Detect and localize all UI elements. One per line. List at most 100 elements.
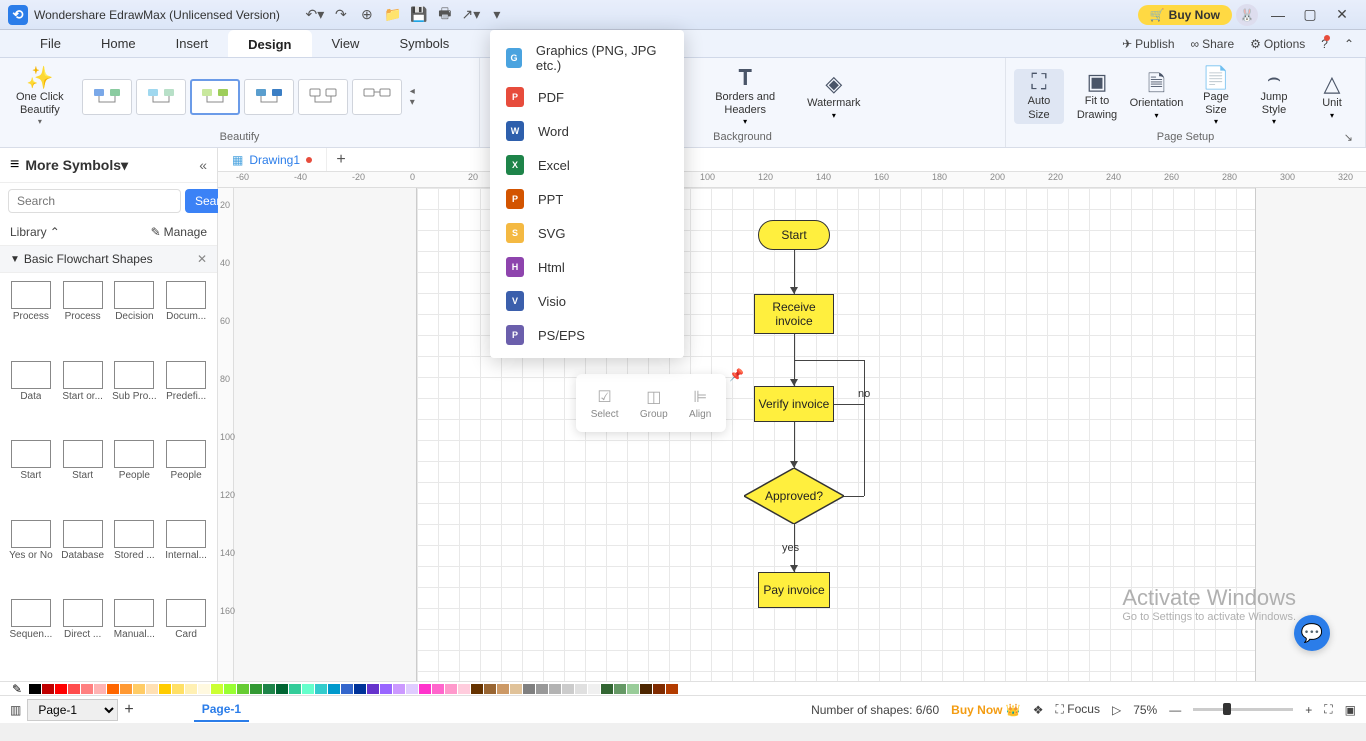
orientation-button[interactable]: 🗎 Orientation▾: [1130, 71, 1183, 121]
shape-people[interactable]: People: [110, 440, 160, 514]
canvas[interactable]: 20406080100120140160 StartReceive invoic…: [218, 188, 1366, 681]
align-tool-button[interactable]: ⊫Align: [689, 387, 711, 420]
open-button[interactable]: 📁: [382, 4, 404, 26]
export-button[interactable]: ↗▾: [460, 4, 482, 26]
group-tool-button[interactable]: ◫Group: [640, 387, 668, 420]
page-setup-launcher[interactable]: ↘: [1344, 131, 1353, 144]
shape-manual[interactable]: Manual...: [110, 599, 160, 673]
shape-docum[interactable]: Docum...: [161, 281, 211, 355]
borders-headers-button[interactable]: 𝐓 Borders and Headers▾: [707, 65, 783, 128]
pin-icon[interactable]: 📌: [729, 368, 744, 382]
export-item-html[interactable]: HHtml: [490, 250, 684, 284]
page-select[interactable]: Page-1: [27, 699, 118, 721]
page-tab[interactable]: Page-1: [194, 698, 249, 722]
avatar-icon[interactable]: 🐰: [1236, 4, 1258, 26]
presentation-button[interactable]: ▷: [1112, 703, 1121, 717]
flowchart-node-verify[interactable]: Verify invoice: [754, 386, 834, 422]
theme-6-button[interactable]: [352, 79, 402, 115]
options-button[interactable]: ⚙ Options: [1250, 37, 1305, 51]
color-swatch[interactable]: [120, 684, 132, 694]
color-swatch[interactable]: [289, 684, 301, 694]
color-swatch[interactable]: [302, 684, 314, 694]
export-item-excel[interactable]: XExcel: [490, 148, 684, 182]
flowchart-node-start[interactable]: Start: [758, 220, 830, 250]
color-swatch[interactable]: [588, 684, 600, 694]
color-swatch[interactable]: [653, 684, 665, 694]
color-swatch[interactable]: [458, 684, 470, 694]
shape-predefi[interactable]: Predefi...: [161, 361, 211, 435]
color-swatch[interactable]: [55, 684, 67, 694]
color-swatch[interactable]: [614, 684, 626, 694]
library-link[interactable]: Library ⌃: [10, 225, 60, 239]
menu-symbols[interactable]: Symbols: [379, 30, 469, 57]
color-swatch[interactable]: [497, 684, 509, 694]
more-symbols-title[interactable]: More Symbols▾: [25, 157, 199, 174]
color-swatch[interactable]: [198, 684, 210, 694]
color-swatch[interactable]: [224, 684, 236, 694]
export-item-ppt[interactable]: PPPT: [490, 182, 684, 216]
color-swatch[interactable]: [471, 684, 483, 694]
flowchart-node-receive[interactable]: Receive invoice: [754, 294, 834, 334]
shape-sequen[interactable]: Sequen...: [6, 599, 56, 673]
shape-start[interactable]: Start: [6, 440, 56, 514]
shape-start[interactable]: Start: [58, 440, 108, 514]
color-swatch[interactable]: [159, 684, 171, 694]
color-swatch[interactable]: [133, 684, 145, 694]
menu-home[interactable]: Home: [81, 30, 156, 57]
export-item-word[interactable]: WWord: [490, 114, 684, 148]
color-swatch[interactable]: [627, 684, 639, 694]
shape-decision[interactable]: Decision: [110, 281, 160, 355]
export-item-ps/eps[interactable]: PPS/EPS: [490, 318, 684, 352]
shape-people[interactable]: People: [161, 440, 211, 514]
shape-stored[interactable]: Stored ...: [110, 520, 160, 594]
color-swatch[interactable]: [94, 684, 106, 694]
zoom-in-button[interactable]: +: [1305, 703, 1312, 717]
help-button[interactable]: ?: [1321, 37, 1328, 51]
color-swatch[interactable]: [380, 684, 392, 694]
collapse-ribbon-button[interactable]: ⌃: [1344, 37, 1354, 51]
add-tab-button[interactable]: +: [327, 151, 355, 169]
color-swatch[interactable]: [640, 684, 652, 694]
menu-insert[interactable]: Insert: [156, 30, 229, 57]
color-swatch[interactable]: [549, 684, 561, 694]
theme-1-button[interactable]: [82, 79, 132, 115]
theme-scroll-button[interactable]: ◂▾: [410, 86, 415, 108]
manage-link[interactable]: ✎ Manage: [151, 225, 207, 239]
share-button[interactable]: ∞ Share: [1191, 37, 1235, 51]
color-swatch[interactable]: [29, 684, 41, 694]
color-swatch[interactable]: [419, 684, 431, 694]
color-swatch[interactable]: [523, 684, 535, 694]
theme-4-button[interactable]: [244, 79, 294, 115]
shape-process[interactable]: Process: [6, 281, 56, 355]
color-swatch[interactable]: [510, 684, 522, 694]
redo-button[interactable]: ↷: [330, 4, 352, 26]
maximize-button[interactable]: ▢: [1294, 0, 1326, 30]
shape-card[interactable]: Card: [161, 599, 211, 673]
color-swatch[interactable]: [211, 684, 223, 694]
shape-startor[interactable]: Start or...: [58, 361, 108, 435]
export-item-visio[interactable]: VVisio: [490, 284, 684, 318]
chat-bubble-button[interactable]: 💬: [1294, 615, 1330, 651]
page-size-button[interactable]: 📄 Page Size▾: [1191, 65, 1241, 128]
color-swatch[interactable]: [601, 684, 613, 694]
fullscreen-button[interactable]: ▣: [1345, 703, 1356, 717]
auto-size-button[interactable]: ⛶ Auto Size: [1014, 69, 1064, 123]
theme-2-button[interactable]: [136, 79, 186, 115]
shape-database[interactable]: Database: [58, 520, 108, 594]
color-swatch[interactable]: [185, 684, 197, 694]
color-swatch[interactable]: [276, 684, 288, 694]
color-swatch[interactable]: [354, 684, 366, 694]
shape-yesorno[interactable]: Yes or No: [6, 520, 56, 594]
shape-internal[interactable]: Internal...: [161, 520, 211, 594]
color-swatch[interactable]: [250, 684, 262, 694]
color-swatch[interactable]: [81, 684, 93, 694]
color-swatch[interactable]: [172, 684, 184, 694]
color-swatch[interactable]: [328, 684, 340, 694]
add-page-button[interactable]: +: [124, 701, 133, 719]
jump-style-button[interactable]: ⌢ Jump Style▾: [1249, 65, 1299, 128]
color-swatch[interactable]: [666, 684, 678, 694]
color-swatch[interactable]: [432, 684, 444, 694]
shape-process[interactable]: Process: [58, 281, 108, 355]
color-swatch[interactable]: [315, 684, 327, 694]
unit-button[interactable]: △ Unit▾: [1307, 71, 1357, 121]
